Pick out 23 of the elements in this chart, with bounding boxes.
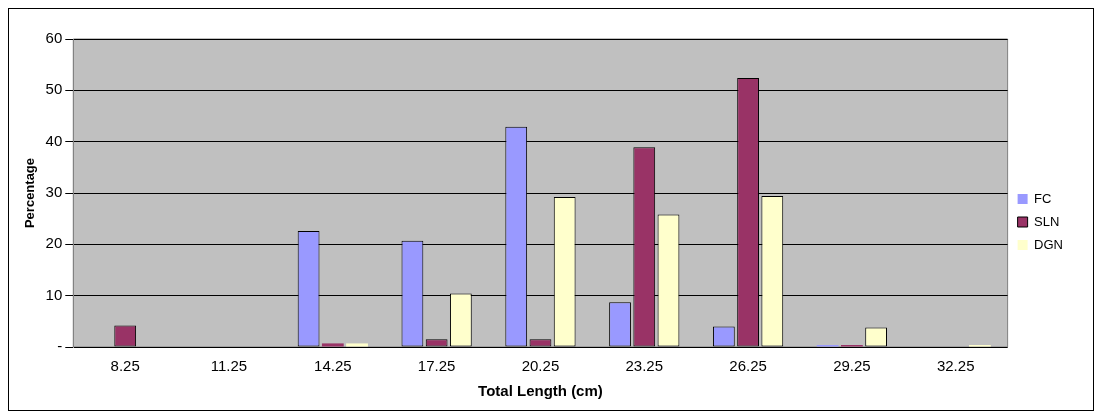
bar (346, 343, 368, 347)
y-tick-label: 10 (45, 285, 63, 303)
y-tick-label: 60 (45, 29, 63, 47)
legend-label: SLN (1034, 213, 1060, 229)
y-tick-label: 30 (45, 183, 63, 201)
x-tick-label: 8.25 (110, 357, 140, 375)
x-axis-title: Total Length (cm) (478, 382, 603, 400)
bar (321, 343, 344, 347)
y-tick-label: 50 (45, 80, 63, 98)
x-tick-label: 26.25 (729, 357, 767, 375)
y-axis-title: Percentage (22, 157, 38, 229)
x-tick-label: 32.25 (936, 357, 975, 375)
y-tick-label: 40 (45, 131, 63, 149)
x-tick-label: 29.25 (833, 357, 871, 375)
x-tick-label: 17.25 (417, 357, 456, 375)
x-tick-label: 11.25 (210, 357, 248, 375)
legend-label: FC (1034, 190, 1052, 206)
y-tick-label: - (57, 337, 63, 355)
legend-label: DGN (1034, 236, 1063, 252)
x-tick-label: 14.25 (314, 357, 352, 375)
x-tick-label: 20.25 (521, 357, 560, 375)
x-tick-label: 23.25 (625, 357, 664, 375)
y-tick-label: 20 (45, 234, 63, 252)
